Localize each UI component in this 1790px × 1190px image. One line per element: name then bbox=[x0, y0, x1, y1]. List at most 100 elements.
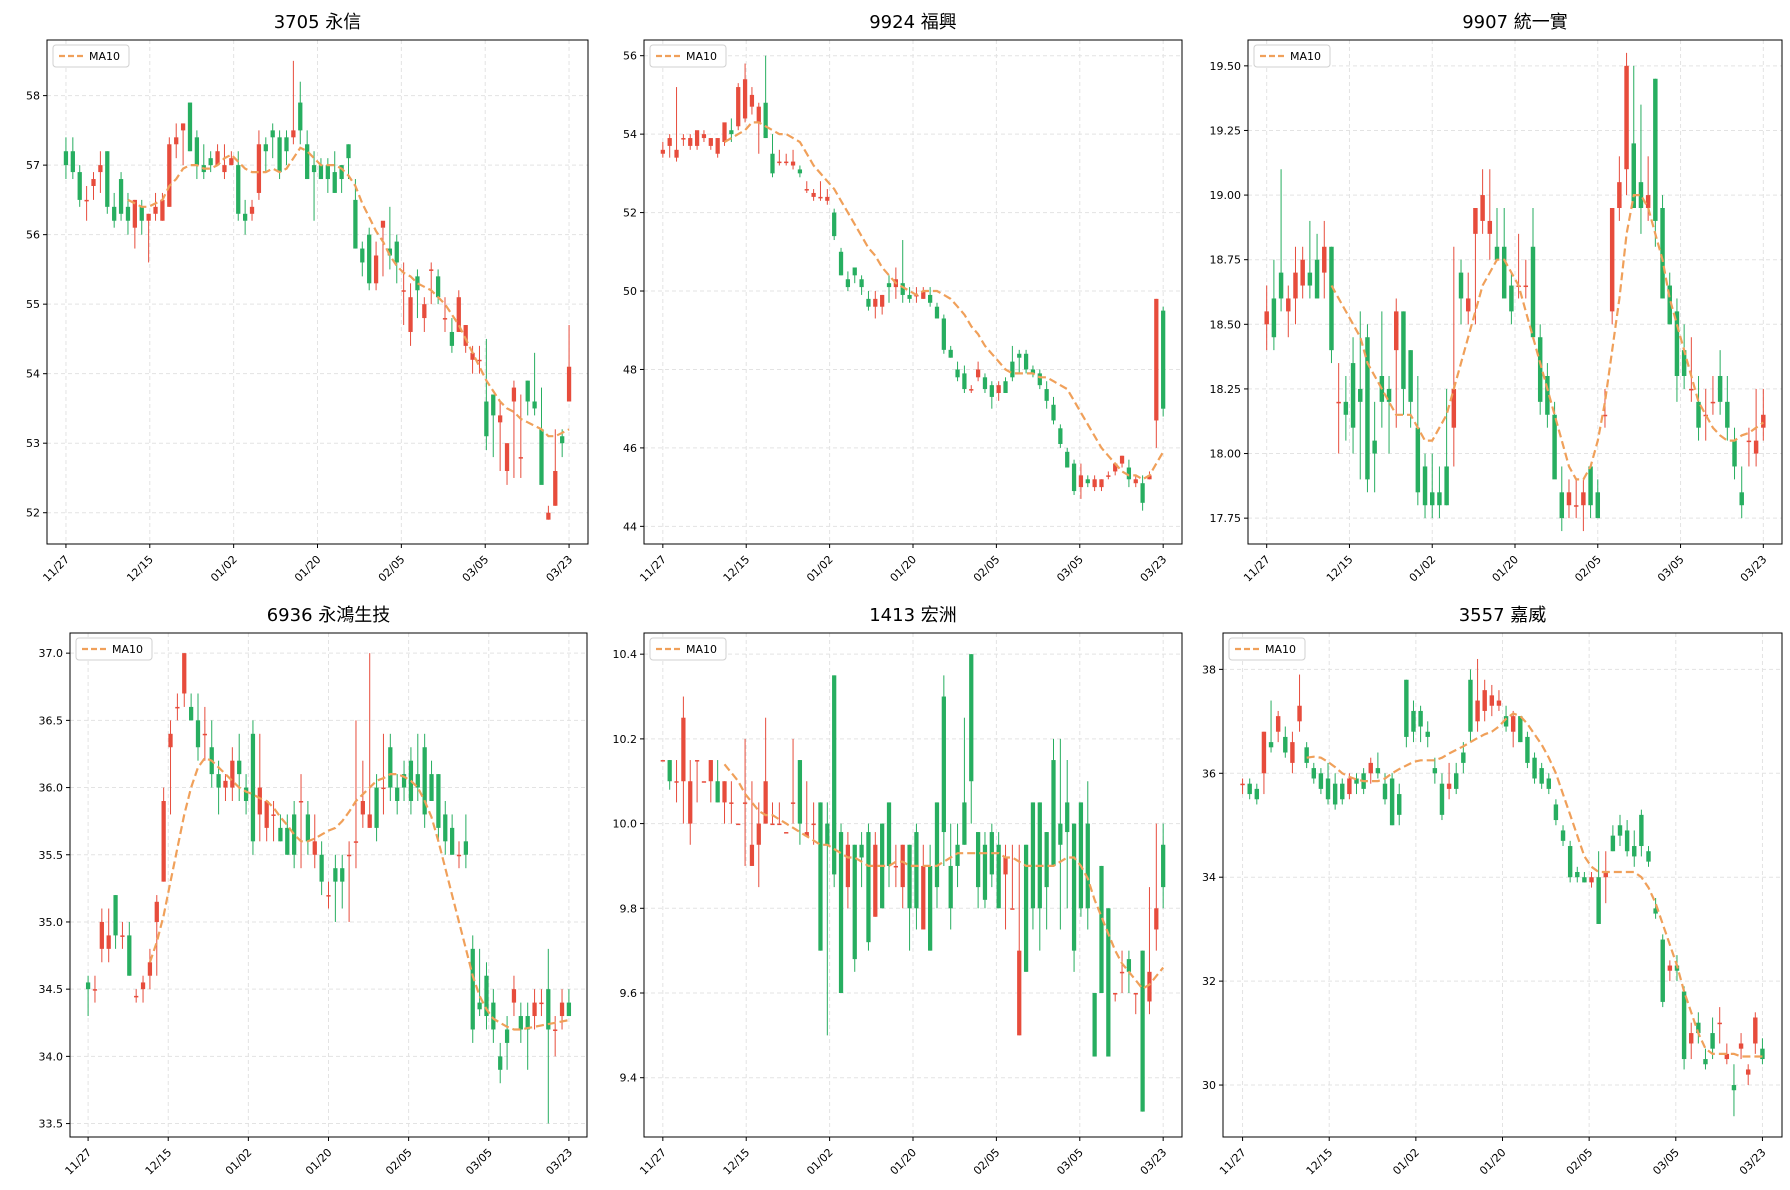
candle-body bbox=[1297, 705, 1302, 722]
candle-body bbox=[1389, 778, 1395, 826]
candle-body bbox=[1044, 832, 1049, 888]
candle-body bbox=[982, 844, 988, 900]
candle-body bbox=[1240, 783, 1245, 786]
y-tick-label: 37.0 bbox=[39, 647, 64, 660]
candle-body bbox=[1126, 467, 1132, 480]
candle-body bbox=[85, 982, 91, 990]
candle-body bbox=[832, 675, 837, 875]
candle-body bbox=[1567, 846, 1573, 878]
candle-body bbox=[1624, 65, 1629, 170]
candle-body bbox=[436, 774, 441, 828]
candle-body bbox=[456, 854, 462, 857]
candle-body bbox=[77, 172, 82, 200]
candle-body bbox=[332, 172, 337, 193]
candle-body bbox=[1496, 700, 1502, 706]
candle-body bbox=[146, 213, 151, 221]
candle-body bbox=[1487, 220, 1493, 234]
candle-body bbox=[559, 1002, 565, 1017]
candle-body bbox=[498, 1056, 503, 1070]
y-tick-label: 19.00 bbox=[1210, 189, 1242, 202]
candle-body bbox=[1530, 246, 1536, 338]
candle-body bbox=[388, 747, 393, 788]
y-tick-label: 44 bbox=[623, 520, 637, 533]
candle-body bbox=[1532, 757, 1537, 779]
chart-title: 9907 統一實 bbox=[1462, 12, 1568, 33]
candle-body bbox=[886, 802, 892, 866]
candle-body bbox=[996, 385, 1001, 393]
candle-body bbox=[346, 854, 352, 857]
candle-body bbox=[1071, 463, 1077, 492]
candle-body bbox=[147, 962, 153, 976]
candle-body bbox=[1058, 428, 1063, 444]
candle-body bbox=[395, 787, 400, 801]
candle-body bbox=[825, 196, 830, 201]
candle-body bbox=[1037, 802, 1042, 909]
candle-body bbox=[229, 158, 234, 166]
candle-body bbox=[249, 206, 255, 214]
chart-panel-6936: 6936 永鴻生技 33.5 34.0 34.5 35.0 35.5 36.0 36.5 37… bbox=[39, 605, 588, 1178]
candle-body bbox=[443, 814, 448, 842]
candle-body bbox=[962, 373, 967, 390]
candle-body bbox=[1760, 1048, 1765, 1060]
candle-body bbox=[319, 854, 324, 882]
candle-body bbox=[955, 844, 960, 866]
candle-body bbox=[1030, 802, 1036, 909]
candle-body bbox=[838, 832, 844, 993]
candle-body bbox=[1632, 846, 1637, 857]
y-tick-label: 19.25 bbox=[1210, 124, 1242, 137]
candle-body bbox=[1058, 823, 1063, 845]
y-tick-label: 36 bbox=[1202, 767, 1216, 780]
candle-body bbox=[387, 248, 393, 256]
y-tick-label: 38 bbox=[1202, 663, 1216, 676]
candle-body bbox=[1653, 908, 1658, 914]
candle-body bbox=[1037, 373, 1042, 386]
y-tick-label: 9.4 bbox=[620, 1072, 638, 1085]
candle-body bbox=[1261, 731, 1267, 774]
candle-body bbox=[566, 366, 572, 402]
candle-body bbox=[715, 138, 720, 154]
candle-body bbox=[1523, 285, 1529, 288]
candle-body bbox=[1133, 479, 1138, 484]
candle-body bbox=[1147, 971, 1152, 1002]
candle-body bbox=[701, 781, 707, 783]
candle-body bbox=[566, 1002, 572, 1017]
candle-body bbox=[98, 165, 103, 173]
candle-body bbox=[1113, 993, 1118, 995]
candle-body bbox=[284, 137, 289, 152]
candle-body bbox=[1660, 208, 1665, 299]
candle-body bbox=[1422, 466, 1428, 506]
candle-body bbox=[237, 760, 242, 775]
candle-body bbox=[982, 377, 988, 390]
candle-body bbox=[1681, 350, 1687, 376]
candle-body bbox=[223, 780, 228, 788]
candle-body bbox=[1745, 1069, 1751, 1075]
candle-body bbox=[1023, 844, 1029, 972]
candle-body bbox=[298, 102, 303, 131]
candle-body bbox=[1010, 361, 1015, 378]
candle-body bbox=[859, 844, 864, 858]
candle-body bbox=[1147, 475, 1152, 480]
candle-body bbox=[818, 802, 823, 951]
candle-body bbox=[1717, 1022, 1722, 1025]
candle-body bbox=[1667, 965, 1673, 971]
candle-body bbox=[797, 169, 803, 174]
candle-body bbox=[1660, 939, 1665, 1002]
candle-body bbox=[340, 868, 345, 882]
candle-body bbox=[770, 153, 775, 174]
y-tick-label: 18.00 bbox=[1210, 448, 1242, 461]
candle-body bbox=[907, 844, 912, 909]
candle-body bbox=[784, 161, 789, 164]
candle-body bbox=[742, 802, 748, 804]
y-tick-label: 18.50 bbox=[1210, 318, 1242, 331]
ma10-line bbox=[127, 146, 570, 438]
candle-body bbox=[660, 760, 665, 762]
candle-body bbox=[934, 802, 940, 888]
candle-body bbox=[222, 165, 227, 173]
candle-body bbox=[360, 801, 365, 815]
candle-body bbox=[1140, 950, 1145, 1112]
candle-body bbox=[777, 823, 782, 826]
candle-body bbox=[553, 1029, 558, 1031]
candle-body bbox=[1325, 778, 1331, 800]
candle-body bbox=[70, 151, 75, 173]
